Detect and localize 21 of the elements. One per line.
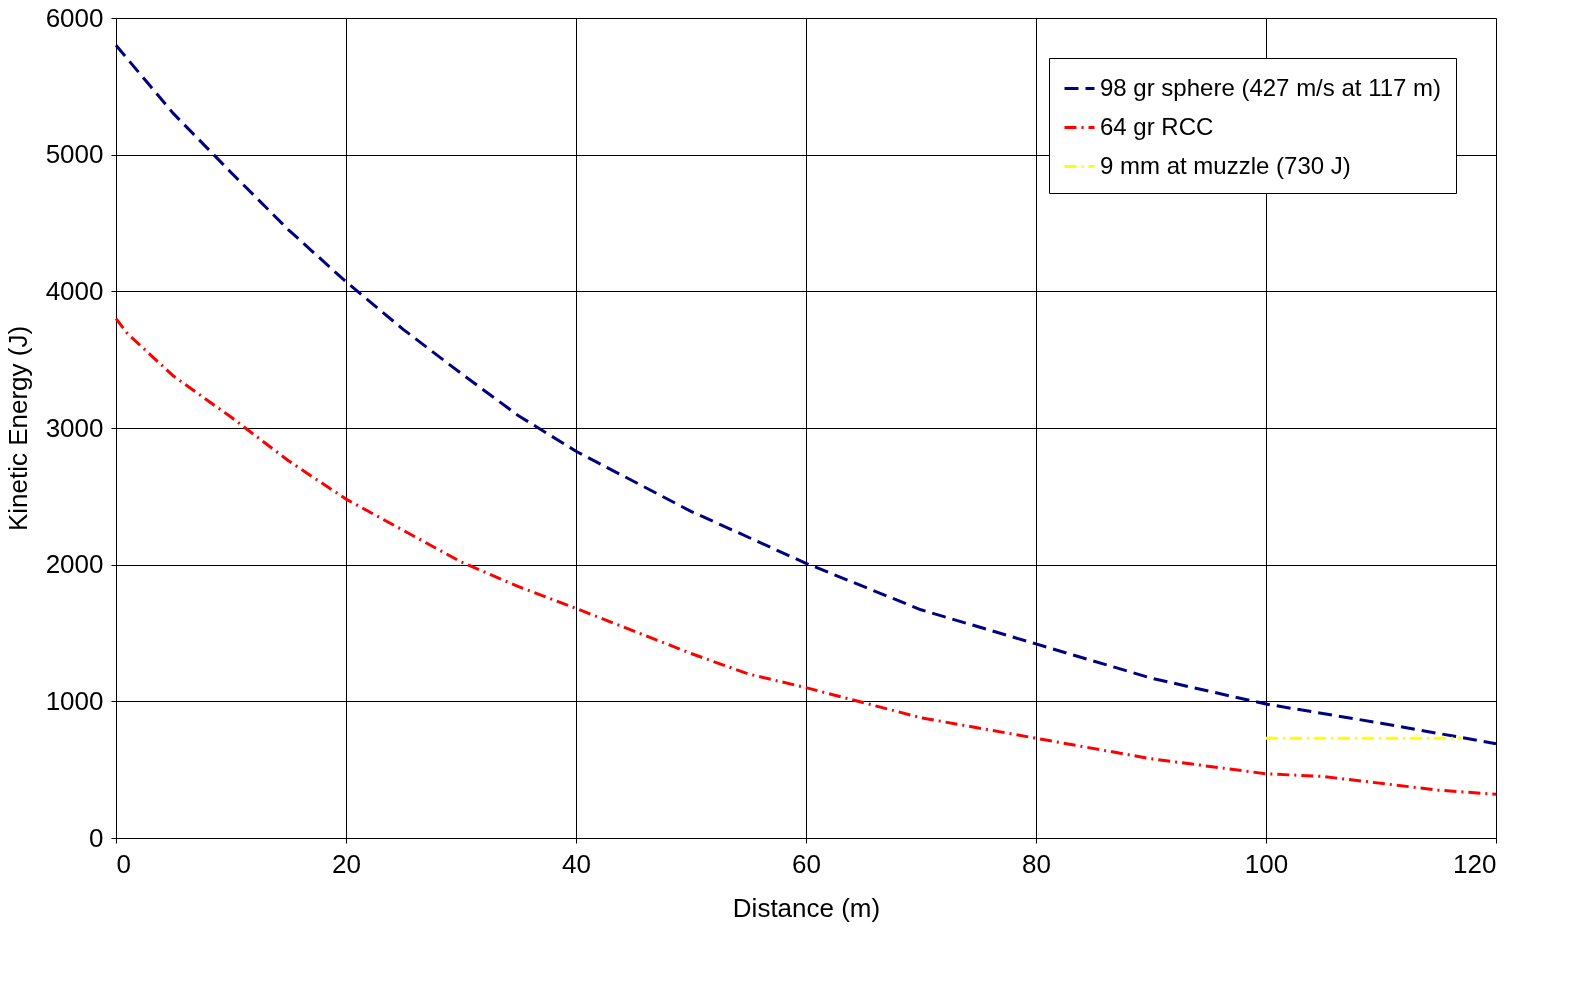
y-tick-label: 5000 xyxy=(45,139,104,170)
legend-label: 64 gr RCC xyxy=(1100,112,1214,140)
x-tick-label: 0 xyxy=(116,848,131,879)
y-tick-label: 0 xyxy=(89,822,104,853)
legend-label: 9 mm at muzzle (730 J) xyxy=(1100,151,1351,179)
x-tick-label: 80 xyxy=(1022,848,1051,879)
y-axis-title: Kinetic Energy (J) xyxy=(2,325,33,532)
x-tick-label: 60 xyxy=(792,848,821,879)
y-tick-label: 3000 xyxy=(45,412,104,443)
y-tick-label: 4000 xyxy=(45,275,104,306)
line-series xyxy=(114,43,1498,746)
x-axis-title: Distance (m) xyxy=(732,892,881,923)
x-tick-label: 120 xyxy=(1453,848,1497,879)
x-tick-label: 100 xyxy=(1244,848,1289,879)
legend-label: 98 gr sphere (427 m/s at 117 m) xyxy=(1100,73,1442,101)
y-tick-label: 2000 xyxy=(45,549,104,580)
y-tick-label: 6000 xyxy=(45,2,104,33)
line-series xyxy=(114,317,1498,796)
x-tick-label: 40 xyxy=(562,848,591,879)
x-tick-label: 20 xyxy=(332,848,361,879)
y-tick-label: 1000 xyxy=(45,685,104,716)
